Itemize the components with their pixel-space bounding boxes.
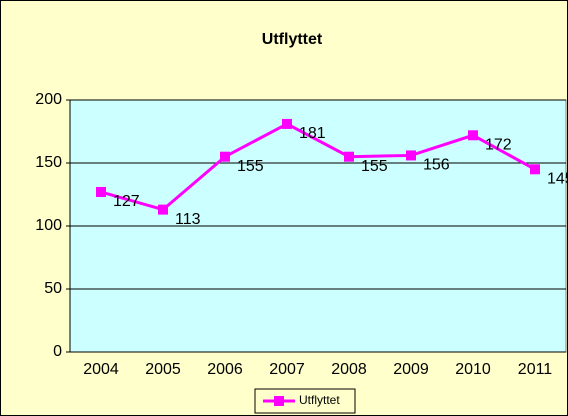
x-tick-label: 2004 xyxy=(83,361,119,378)
y-tick-label: 100 xyxy=(35,217,62,234)
point-marker xyxy=(344,151,354,162)
point-marker xyxy=(406,150,416,161)
series-line xyxy=(100,122,536,212)
x-tick-label: 2008 xyxy=(331,361,367,378)
y-tick-label: 150 xyxy=(35,154,62,171)
x-tick-label: 2007 xyxy=(269,361,305,378)
point-marker xyxy=(282,118,292,129)
data-label: 127 xyxy=(113,193,140,210)
point-marker xyxy=(220,151,230,162)
y-tick-label: 200 xyxy=(35,91,62,108)
chart-title: Utflyttet xyxy=(262,31,323,48)
data-label: 172 xyxy=(485,136,512,153)
point-marker xyxy=(530,164,540,175)
data-label: 155 xyxy=(361,158,388,175)
y-tick-label: 0 xyxy=(53,343,62,360)
point-marker xyxy=(468,130,478,141)
point-marker xyxy=(158,204,168,215)
x-tick-label: 2011 xyxy=(518,361,553,378)
x-tick-label: 2009 xyxy=(393,361,429,378)
x-tick-label: 2005 xyxy=(145,361,181,378)
data-label: 113 xyxy=(175,211,201,228)
x-tick-label: 2006 xyxy=(207,361,243,378)
x-tick-label: 2010 xyxy=(455,361,491,378)
point-marker xyxy=(96,186,106,197)
data-label: 145 xyxy=(547,171,568,188)
y-tick-label: 50 xyxy=(44,280,62,297)
data-label: 156 xyxy=(423,157,450,174)
legend-marker xyxy=(274,396,284,406)
data-label: 155 xyxy=(237,158,264,175)
data-label: 181 xyxy=(299,125,326,142)
legend-label: Utflyttet xyxy=(299,393,340,407)
